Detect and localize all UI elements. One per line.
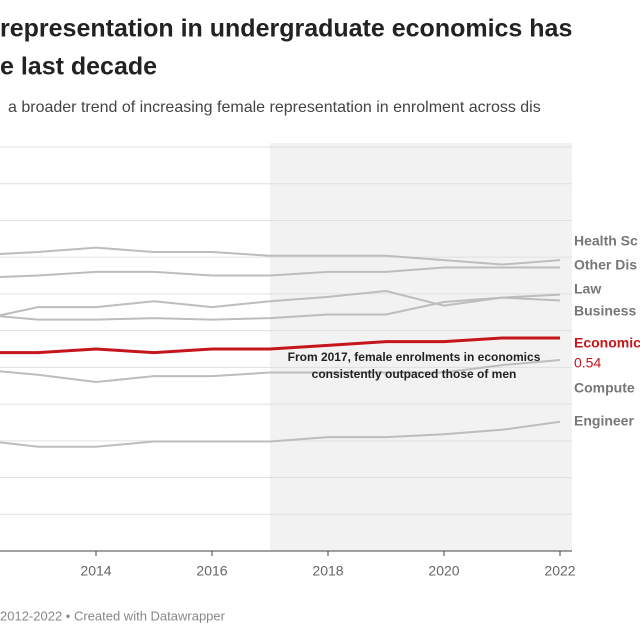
series-line xyxy=(0,246,561,266)
series-label: Engineer xyxy=(574,413,634,429)
series-line xyxy=(0,359,561,384)
chart-title: e last decade xyxy=(0,53,157,81)
annotation: consistently outpaced those of men xyxy=(312,367,517,381)
series-label: Law xyxy=(574,281,601,297)
series-line xyxy=(0,336,560,355)
footer: 2012-2022 • Created with Datawrapper xyxy=(0,608,226,623)
series-label: Business xyxy=(574,303,636,319)
series-label: Economic xyxy=(574,335,640,351)
x-tick-label: 2018 xyxy=(312,563,343,579)
x-tick-label: 2014 xyxy=(80,563,111,579)
x-tick-label: 2022 xyxy=(544,563,575,579)
series-line xyxy=(0,420,561,448)
x-tick-label: 2020 xyxy=(428,563,459,579)
series-label: Other Dis xyxy=(574,257,637,273)
chart-title: representation in undergraduate economic… xyxy=(0,15,572,43)
series-label: Compute xyxy=(574,380,635,396)
subtitle: a broader trend of increasing female rep… xyxy=(8,99,541,116)
series-line xyxy=(0,266,560,278)
series-line xyxy=(0,289,561,317)
series-label: Health Sc xyxy=(574,233,638,249)
series-line xyxy=(0,293,561,321)
x-tick-label: 2016 xyxy=(196,563,227,579)
annotation: From 2017, female enrolments in economic… xyxy=(288,350,541,364)
value-label: 0.54 xyxy=(574,355,601,371)
